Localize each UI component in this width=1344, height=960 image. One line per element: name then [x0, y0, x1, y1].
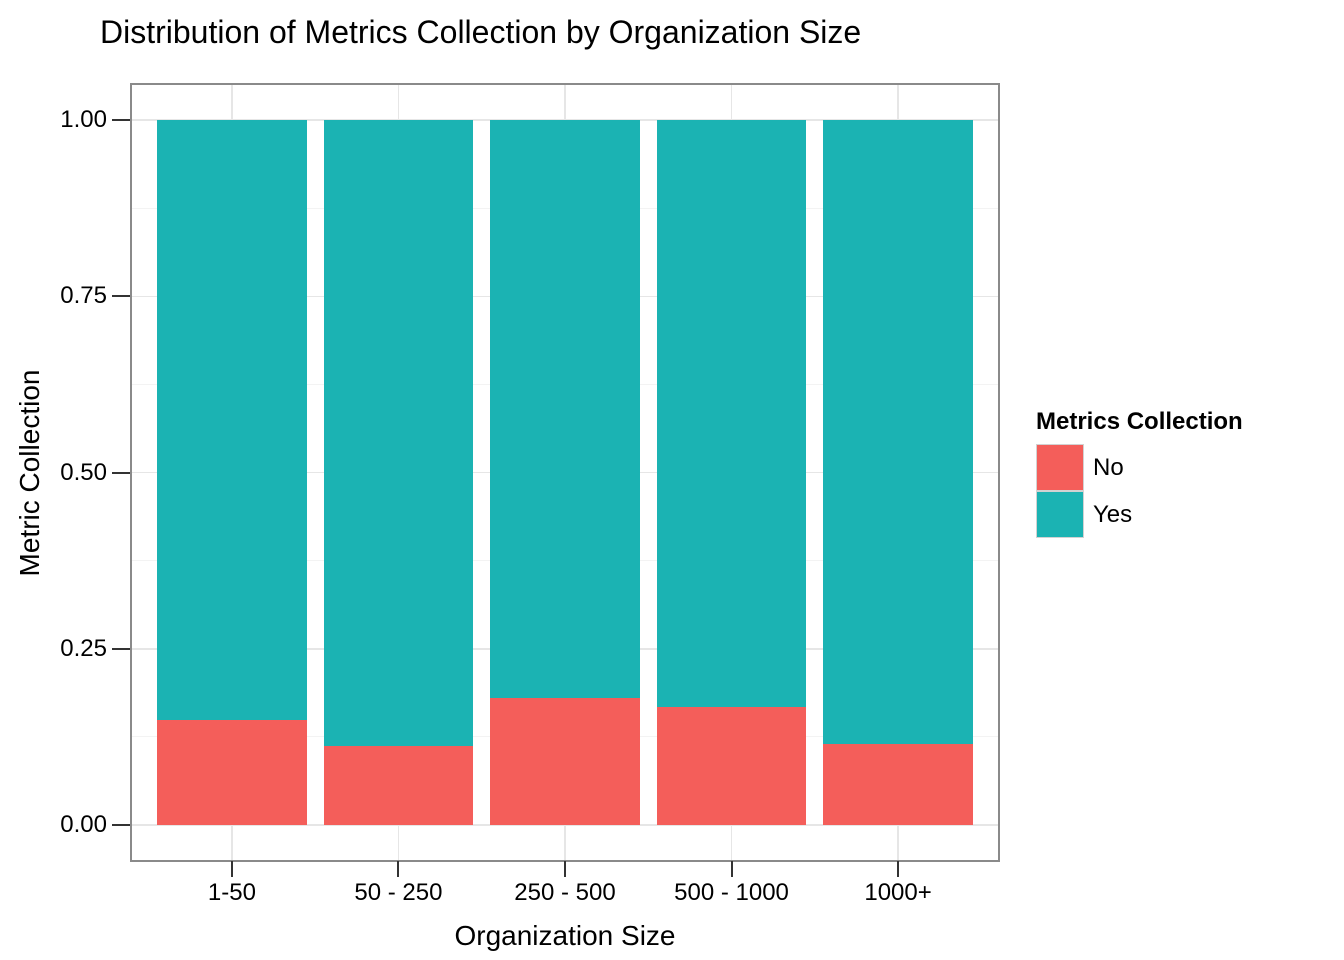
x-tick-label: 1000+ [864, 879, 932, 906]
legend: Metrics Collection No Yes [1036, 408, 1243, 538]
y-tick-mark [112, 471, 130, 474]
bar-no-1 [323, 746, 474, 825]
x-tick-mark [230, 861, 233, 877]
y-tick-mark [112, 647, 130, 650]
legend-swatch-no [1036, 444, 1084, 491]
bar-yes-3 [656, 120, 807, 708]
y-tick-label: 0.00 [60, 811, 107, 838]
bar-yes-1 [323, 120, 474, 747]
legend-items: No Yes [1036, 444, 1243, 538]
x-tick-label: 500 - 1000 [674, 879, 789, 906]
y-tick-mark [112, 119, 130, 121]
bar-no-2 [490, 698, 640, 825]
bar-yes-2 [490, 120, 640, 699]
y-axis-title: Metric Collection [14, 369, 45, 577]
legend-label: No [1093, 453, 1124, 481]
x-tick-mark [564, 861, 566, 877]
plot-panel [132, 85, 998, 860]
x-tick-label: 50 - 250 [354, 879, 443, 906]
x-tick-mark [397, 861, 400, 877]
bar-no-4 [823, 743, 973, 825]
bar-no-3 [656, 707, 807, 825]
y-tick-mark [112, 824, 130, 826]
legend-label: Yes [1093, 500, 1133, 528]
x-tick-label: 1-50 [207, 879, 256, 906]
bar-yes-4 [823, 120, 973, 744]
bar-yes-0 [156, 120, 307, 720]
legend-item-yes: Yes [1036, 491, 1243, 538]
y-tick-mark [112, 295, 130, 298]
y-tick-label: 0.75 [60, 282, 107, 310]
y-tick-label: 1.00 [60, 106, 107, 133]
bar-no-0 [156, 719, 307, 825]
legend-item-no: No [1036, 444, 1243, 491]
y-tick-label: 0.50 [60, 458, 107, 486]
x-tick-mark [897, 861, 900, 877]
x-axis-title: Organization Size [454, 920, 676, 951]
legend-title: Metrics Collection [1036, 408, 1243, 435]
y-tick-label: 0.25 [60, 634, 107, 662]
x-tick-mark [730, 861, 733, 877]
x-tick-label: 250 - 500 [514, 879, 616, 906]
chart-title: Distribution of Metrics Collection by Or… [100, 14, 862, 50]
legend-swatch-yes [1036, 491, 1084, 538]
